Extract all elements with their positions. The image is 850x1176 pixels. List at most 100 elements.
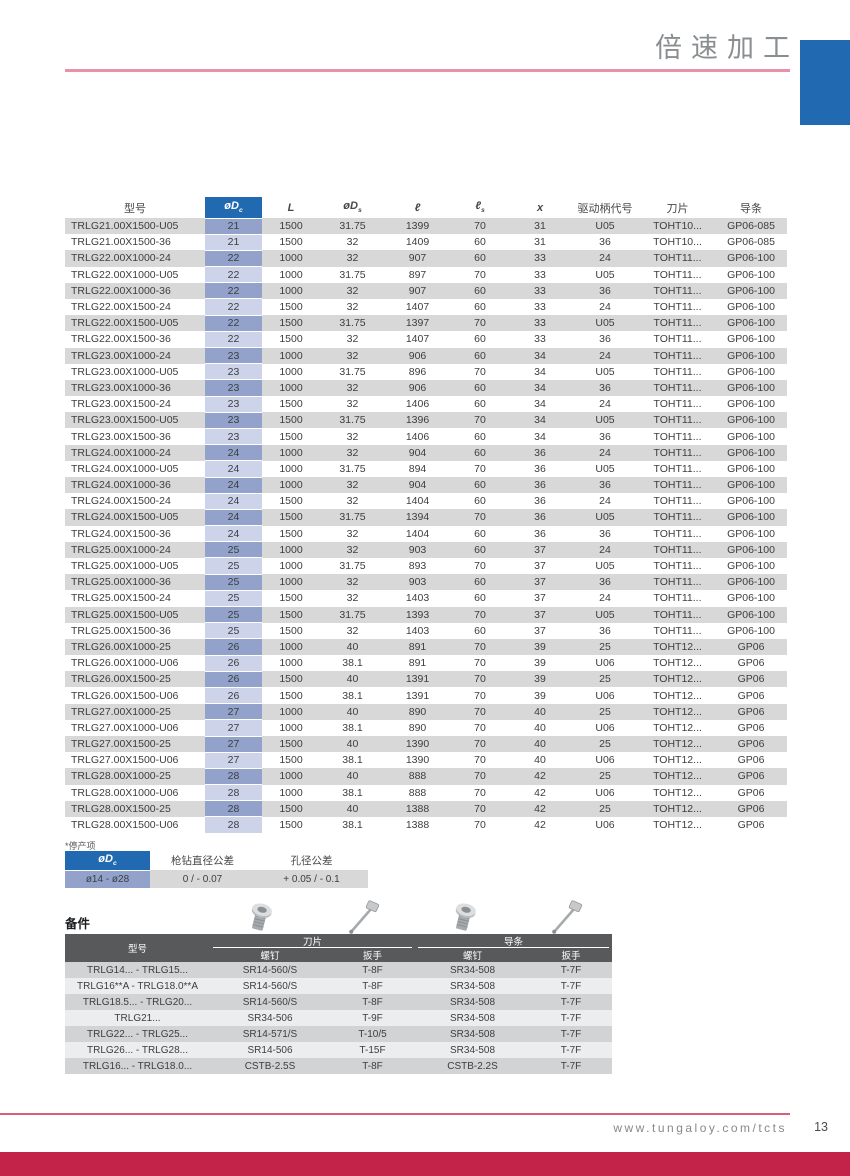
cell-x: 34 <box>534 430 546 443</box>
cell-x: 36 <box>510 444 570 461</box>
cell-L: 1000 <box>262 250 320 267</box>
cell-screw2: SR34-508 <box>415 1026 531 1042</box>
screw-icon <box>243 898 277 938</box>
cell-ds: 32 <box>346 430 359 443</box>
cell-x: 40 <box>534 721 546 734</box>
cell-ds: 31.75 <box>320 509 385 526</box>
cell-L: 1000 <box>279 560 303 573</box>
cell-L: 1500 <box>279 236 303 249</box>
cell-pad: GP06 <box>715 638 787 656</box>
spare-header-wrench-2: 扳手 <box>530 948 613 962</box>
cell-dc: 28 <box>205 784 262 802</box>
cell-drive: 24 <box>570 444 640 461</box>
footer-url[interactable]: www.tungaloy.com/tcts <box>613 1121 787 1135</box>
cell-drive: 36 <box>599 527 611 540</box>
table-row: TRLG24.00X1000-36 24 1000 32 904 60 36 36 TOHT11… <box>65 477 787 494</box>
table-row: TRLG16**A - TRLG18.0**A SR14-560/S T-8F SR3… <box>65 978 613 994</box>
cell-insert: TOHT12... <box>653 754 702 767</box>
cell-pad: GP06-100 <box>715 315 787 332</box>
cell-model: TRLG27.00X1000-25 <box>65 703 205 720</box>
title-underline <box>65 69 790 72</box>
cell-pad: GP06 <box>737 819 765 832</box>
cell-x: 40 <box>534 754 546 767</box>
cell-pad: GP06 <box>737 754 765 767</box>
cell-x: 31 <box>534 236 546 249</box>
cell-pad: GP06 <box>715 800 787 817</box>
product-table: 型号 øDc L øDs ℓ ℓs x 驱动柄代号 刀片 导条 TRLG21.0… <box>65 197 787 834</box>
spare-header-group-row: 型号 刀片 导条 <box>65 934 613 962</box>
tolerance-table: øDc 枪钻直径公差 孔径公差 ø14 - ø28 0 / - 0.07 + 0… <box>65 851 368 888</box>
cell-dc: 26 <box>205 638 262 656</box>
cell-x: 34 <box>510 347 570 364</box>
table-row: TRLG27.00X1000-25 27 1000 40 890 70 40 25 TOHT12… <box>65 703 787 721</box>
cell-ds: 32 <box>346 398 359 411</box>
cell-drive: U05 <box>595 365 615 378</box>
cell-model: TRLG28.00X1500-U06 <box>71 819 179 832</box>
cell-insert: TOHT10... <box>640 218 715 235</box>
cell-x: 37 <box>534 592 546 605</box>
spare-header-model: 型号 <box>65 934 210 962</box>
cell-pad: GP06-100 <box>715 509 787 526</box>
cell-dc: 23 <box>205 347 262 365</box>
cell-screw1: SR14-560/S <box>210 978 330 994</box>
cell-x: 36 <box>510 509 570 526</box>
cell-drive: 24 <box>599 495 611 508</box>
cell-drive: U05 <box>570 218 640 235</box>
cell-L: 1000 <box>262 638 320 656</box>
cell-ds: 38.1 <box>342 754 363 767</box>
cell-pad: GP06-100 <box>727 495 775 508</box>
cell-L: 1500 <box>262 509 320 526</box>
cell-L: 1000 <box>279 462 303 475</box>
tolerance-header-row: øDc 枪钻直径公差 孔径公差 <box>65 851 368 870</box>
cell-L: 1500 <box>279 301 303 314</box>
cell-l: 1404 <box>405 527 430 540</box>
cell-insert: TOHT11... <box>653 430 702 443</box>
cell-drive: 24 <box>599 592 611 605</box>
cell-ds: 38.1 <box>342 657 363 670</box>
cell-drive: 36 <box>599 333 611 346</box>
cell-L: 1500 <box>262 671 320 688</box>
cell-model: TRLG22.00X1500-24 <box>71 301 171 314</box>
spare-header-sub-row: 螺钉 扳手 螺钉 扳手 <box>65 948 613 962</box>
cell-ls: 60 <box>474 527 486 540</box>
cell-ds: 32 <box>320 444 385 461</box>
cell-dc: 23 <box>205 363 262 381</box>
cell-ds: 38.1 <box>342 689 363 702</box>
cell-insert: TOHT11... <box>653 527 702 540</box>
cell-x: 42 <box>534 819 546 832</box>
cell-l: 1409 <box>405 236 430 249</box>
cell-screw2: SR34-508 <box>415 978 531 994</box>
cell-l: 1406 <box>405 430 430 443</box>
cell-dc: 26 <box>205 671 262 688</box>
cell-drive: 36 <box>570 379 640 397</box>
table-row: TRLG27.00X1000-U06 27 1000 38.1 890 70 40 U06 TO… <box>65 719 787 737</box>
cell-dc: 27 <box>205 719 262 737</box>
cell-insert: TOHT11... <box>640 574 715 591</box>
cell-model: TRLG27.00X1500-25 <box>65 736 205 753</box>
cell-dc: 24 <box>205 460 262 478</box>
cell-x: 34 <box>534 398 546 411</box>
cell-dc: 25 <box>205 574 262 591</box>
cell-model: TRLG27.00X1000-U06 <box>71 721 179 734</box>
cell-ls: 60 <box>474 398 486 411</box>
cell-L: 1500 <box>279 527 303 540</box>
cell-dc: 28 <box>205 768 262 786</box>
cell-L: 1000 <box>262 768 320 785</box>
cell-x: 36 <box>534 495 546 508</box>
cell-l: 1391 <box>405 689 430 702</box>
table-row: TRLG23.00X1000-36 23 1000 32 906 60 34 36 TOHT11… <box>65 379 787 397</box>
cell-ds: 31.75 <box>320 606 385 623</box>
cell-L: 1500 <box>279 333 303 346</box>
table-row: TRLG27.00X1500-U06 27 1500 38.1 1390 70 40 U06 T… <box>65 752 787 769</box>
cell-ds: 32 <box>346 236 359 249</box>
cell-model: TRLG23.00X1500-U05 <box>65 412 205 429</box>
cell-model: TRLG22.00X1000-U05 <box>71 268 179 281</box>
cell-drive: 25 <box>570 638 640 656</box>
corner-tab <box>800 40 850 125</box>
cell-ds: 32 <box>346 333 359 346</box>
cell-model: TRLG24.00X1500-U05 <box>65 509 205 526</box>
cell-x: 39 <box>534 657 546 670</box>
cell-ds: 31.75 <box>339 560 366 573</box>
cell-drive: 25 <box>570 768 640 785</box>
table-row: TRLG24.00X1000-U05 24 1000 31.75 894 70 36 U05 T… <box>65 460 787 478</box>
